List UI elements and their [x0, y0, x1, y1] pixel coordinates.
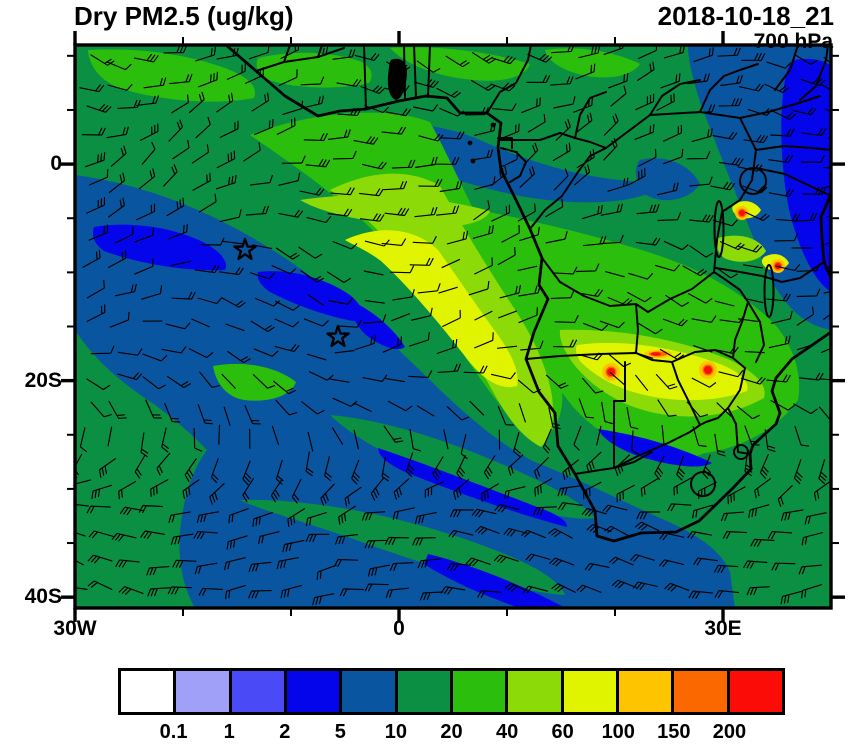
lake-tanganyika-outline — [713, 200, 725, 258]
colorbar-level-label: 20 — [440, 721, 463, 743]
colorbar-level-label: 0.1 — [159, 721, 188, 743]
pm25-field — [75, 45, 831, 608]
field-sahel-patch — [390, 47, 530, 81]
wind-barbs — [75, 45, 831, 606]
field-blue-streak-nw — [92, 224, 226, 271]
field-sahel-patch — [545, 48, 640, 78]
x-tick-label: 0 — [393, 617, 405, 640]
lake-malawi-outline — [763, 264, 775, 318]
colorbar-level-label: 5 — [334, 721, 346, 743]
field-east-core — [781, 58, 831, 292]
field-lake-patch — [716, 235, 766, 262]
colorbar-cell — [176, 671, 232, 712]
colorbar-level-label: 60 — [551, 721, 574, 743]
field-benguela-tail — [350, 300, 405, 350]
colorbar-cell — [121, 671, 177, 712]
field-blue-patch — [635, 158, 700, 201]
field-gulf-band — [300, 195, 490, 227]
colorbar-cell — [452, 671, 509, 712]
station-markers — [233, 237, 350, 348]
field-green-nw — [88, 49, 255, 102]
x-tick-label: 30W — [53, 617, 97, 640]
field-green-swath — [240, 499, 565, 595]
station-star — [326, 324, 350, 348]
colorbar-cell — [342, 671, 398, 712]
y-tick-label: 0 — [50, 152, 62, 176]
valid-datetime: 2018-10-18_21 — [657, 1, 834, 31]
plot-title: Dry PM2.5 (ug/kg) — [74, 1, 294, 31]
field-green-arc — [213, 363, 296, 401]
colorbar-level-label: 10 — [384, 721, 408, 743]
colorbar-level-label: 200 — [712, 721, 747, 743]
y-tick-label: 20S — [24, 368, 62, 392]
colorbar-cell — [231, 671, 287, 712]
field-namibia-band — [576, 342, 748, 401]
colorbar-level-label: 1 — [223, 721, 235, 743]
pressure-level: 700 hPa — [753, 30, 833, 53]
colorbar-cell — [397, 671, 453, 712]
colorbar — [118, 668, 785, 715]
colorbar-level-label: 100 — [601, 721, 635, 743]
colorbar-cell — [563, 671, 619, 712]
x-tick-label: 30E — [704, 617, 742, 640]
station-star — [233, 237, 257, 261]
colorbar-cell — [674, 671, 730, 712]
field-front-streak — [378, 448, 568, 527]
colorbar-cell — [286, 671, 343, 712]
y-tick-label: 40S — [24, 585, 62, 609]
colorbar-cell — [508, 671, 564, 712]
colorbar-level-label: 150 — [657, 721, 691, 743]
axis-ticks — [61, 31, 845, 622]
field-green-swath — [330, 415, 595, 519]
colorbar-level-label: 2 — [279, 721, 291, 743]
colorbar-cell — [618, 671, 675, 712]
colorbar-cell — [729, 671, 782, 712]
field-cape-streak — [424, 554, 562, 608]
colorbar-level-label: 40 — [495, 721, 519, 743]
